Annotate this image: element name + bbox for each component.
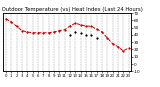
Title: Mil. Outdoor Temperature (vs) Heat Index (Last 24 Hours): Mil. Outdoor Temperature (vs) Heat Index… (0, 7, 143, 12)
